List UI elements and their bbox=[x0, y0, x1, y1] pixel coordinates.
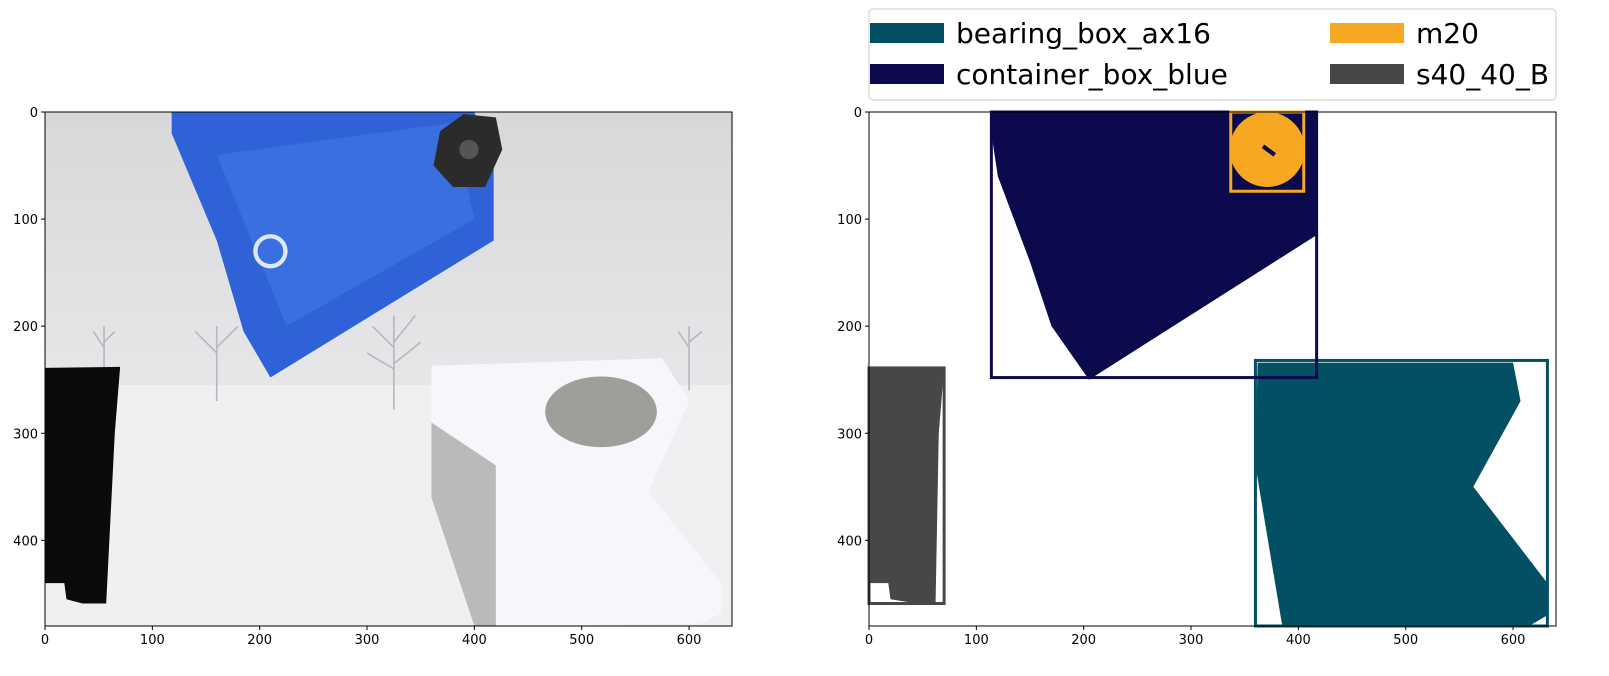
y-tick-label: 300 bbox=[13, 427, 38, 442]
legend-swatch bbox=[870, 23, 944, 43]
y-tick-label: 400 bbox=[837, 534, 862, 549]
y-tick-label: 200 bbox=[837, 320, 862, 335]
legend-swatch bbox=[870, 64, 944, 84]
x-tick-label: 100 bbox=[140, 633, 165, 648]
x-tick-label: 300 bbox=[355, 633, 380, 648]
legend-swatch bbox=[1330, 23, 1404, 43]
x-tick-label: 300 bbox=[1179, 633, 1204, 648]
photo bbox=[45, 112, 732, 626]
legend-label: s40_40_B bbox=[1416, 58, 1549, 91]
legend-label: m20 bbox=[1416, 17, 1479, 50]
y-tick-label: 400 bbox=[13, 534, 38, 549]
y-tick-label: 0 bbox=[30, 106, 38, 121]
x-tick-label: 600 bbox=[1501, 633, 1526, 648]
x-tick-label: 200 bbox=[1071, 633, 1096, 648]
y-tick-label: 0 bbox=[854, 106, 862, 121]
legend-label: bearing_box_ax16 bbox=[956, 17, 1211, 50]
axes-frame bbox=[868, 111, 1557, 627]
y-tick-label: 300 bbox=[837, 427, 862, 442]
masks bbox=[869, 112, 1548, 626]
y-tick-label: 100 bbox=[13, 213, 38, 228]
x-tick-label: 500 bbox=[569, 633, 594, 648]
x-tick-label: 600 bbox=[677, 633, 702, 648]
legend-swatch bbox=[1330, 64, 1404, 84]
x-tick-label: 200 bbox=[247, 633, 272, 648]
legend-label: container_box_blue bbox=[956, 58, 1228, 91]
x-tick-label: 0 bbox=[41, 633, 49, 648]
x-tick-label: 500 bbox=[1393, 633, 1418, 648]
y-tick-label: 200 bbox=[13, 320, 38, 335]
x-tick-label: 0 bbox=[865, 633, 873, 648]
x-tick-label: 400 bbox=[1286, 633, 1311, 648]
y-tick-label: 100 bbox=[837, 213, 862, 228]
x-tick-label: 400 bbox=[462, 633, 487, 648]
axes-frame bbox=[44, 111, 733, 627]
x-tick-label: 100 bbox=[964, 633, 989, 648]
